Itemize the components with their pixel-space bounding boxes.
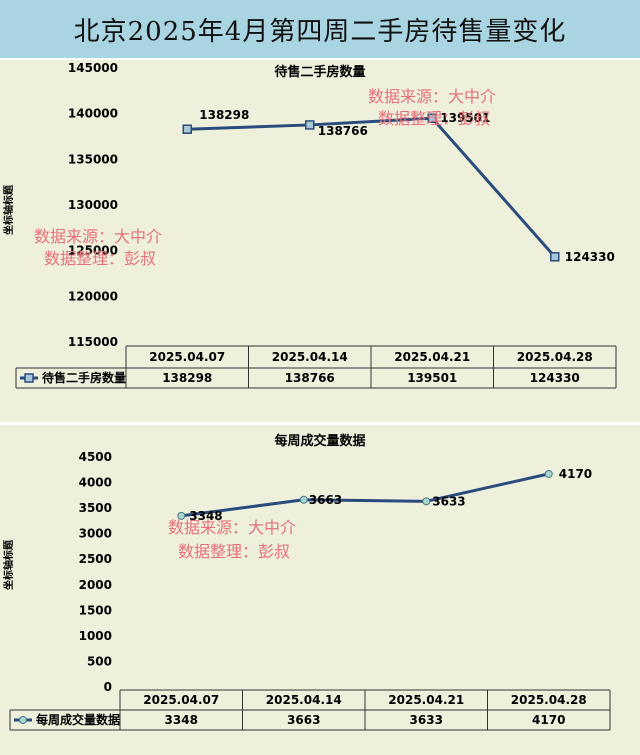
y-tick-label: 4500 [79,450,112,464]
data-point-marker [305,120,315,130]
table-value-cell: 138766 [285,371,335,385]
data-label: 3633 [432,494,465,508]
data-label: 138766 [318,124,368,138]
watermark-source: 数据来源：大中介 [34,227,163,246]
table-value-cell: 4170 [532,713,565,727]
watermark-author: 数据整理：彭叔 [178,542,291,561]
watermark-author: 数据整理：彭叔 [44,249,157,268]
chart-panel-listings: 待售二手房数量 坐标轴标题 115000 120000 125000 130000 1350… [0,60,640,422]
table-category-header: 2025.04.14 [272,350,348,364]
y-tick-label: 120000 [68,289,118,303]
data-label: 4170 [559,467,592,481]
y-tick-label: 4000 [79,476,112,490]
table-category-header: 2025.04.14 [266,693,342,707]
y-tick-label: 3500 [79,501,112,515]
watermark-source: 数据来源：大中介 [368,87,497,106]
y-tick-label: 0 [104,680,112,694]
y-tick-label: 130000 [68,198,118,212]
data-label: 138298 [199,108,249,122]
y-tick-label: 2500 [79,552,112,566]
table-value-cell: 124330 [530,371,580,385]
data-point-marker [177,511,186,520]
data-label: 3663 [309,493,342,507]
data-point-marker [544,469,553,478]
y-axis-label: 坐标轴标题 [2,539,15,590]
table-value-cell: 138298 [162,371,212,385]
transactions-line-chart: 每周成交量数据坐标轴标题0500100015002000250030003500… [2,433,611,731]
y-tick-label: 3000 [79,527,112,541]
legend-series-name: 待售二手房数量 [42,370,126,385]
watermark-source: 数据来源：大中介 [168,518,297,537]
table-category-header: 2025.04.28 [511,693,587,707]
data-point-marker [550,252,560,262]
legend-marker [19,716,27,724]
y-tick-label: 1500 [79,603,112,617]
listings-line-chart: 待售二手房数量坐标轴标题1150001200001250001300001350… [2,61,617,389]
data-label: 3348 [189,509,222,523]
y-tick-label: 135000 [68,152,118,166]
series-line [187,116,556,258]
y-tick-label: 145000 [68,61,118,75]
data-point-marker [422,497,431,506]
y-tick-label: 500 [87,654,112,668]
chart-title: 待售二手房数量 [273,64,365,80]
chart-title: 每周成交量数据 [274,433,365,449]
series-line [181,472,550,518]
data-point-marker [182,124,192,134]
legend-series-name: 每周成交量数据 [36,712,120,727]
y-axis-label: 坐标轴标题 [2,184,15,235]
data-label: 139501 [440,111,490,125]
table-category-header: 2025.04.21 [388,693,464,707]
data-point-marker [299,495,308,504]
table-value-cell: 3633 [410,713,443,727]
chart-panel-transactions: 每周成交量数据 坐标轴标题 0 500 1000 1500 2000 2500 3000 3500… [0,425,640,755]
legend-marker [24,373,34,383]
table-value-cell: 139501 [407,371,457,385]
data-label: 124330 [565,250,615,264]
data-point-marker [427,113,437,123]
y-tick-label: 115000 [68,335,118,349]
table-category-header: 2025.04.07 [143,693,219,707]
y-tick-label: 140000 [68,107,118,121]
table-category-header: 2025.04.21 [394,350,470,364]
y-tick-label: 1000 [79,629,112,643]
table-category-header: 2025.04.07 [149,350,225,364]
table-category-header: 2025.04.28 [517,350,593,364]
watermark-author: 数据整理：彭叔 [378,109,491,128]
table-value-cell: 3348 [165,713,198,727]
table-value-cell: 3663 [287,713,320,727]
y-tick-label: 125000 [68,244,118,258]
y-tick-label: 2000 [79,578,112,592]
page-title: 北京2025年4月第四周二手房待售量变化 [0,0,640,58]
